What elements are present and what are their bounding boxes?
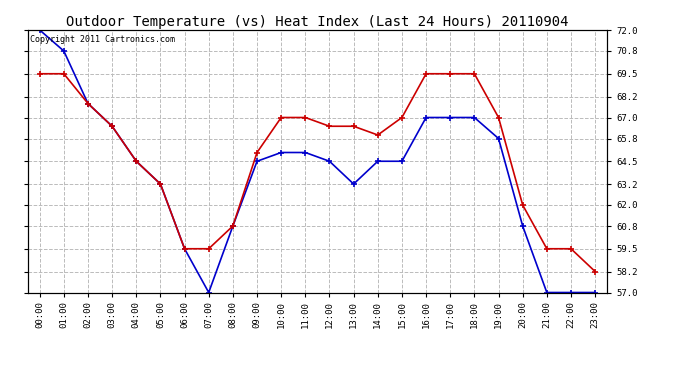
Title: Outdoor Temperature (vs) Heat Index (Last 24 Hours) 20110904: Outdoor Temperature (vs) Heat Index (Las… [66,15,569,29]
Text: Copyright 2011 Cartronics.com: Copyright 2011 Cartronics.com [30,35,175,44]
